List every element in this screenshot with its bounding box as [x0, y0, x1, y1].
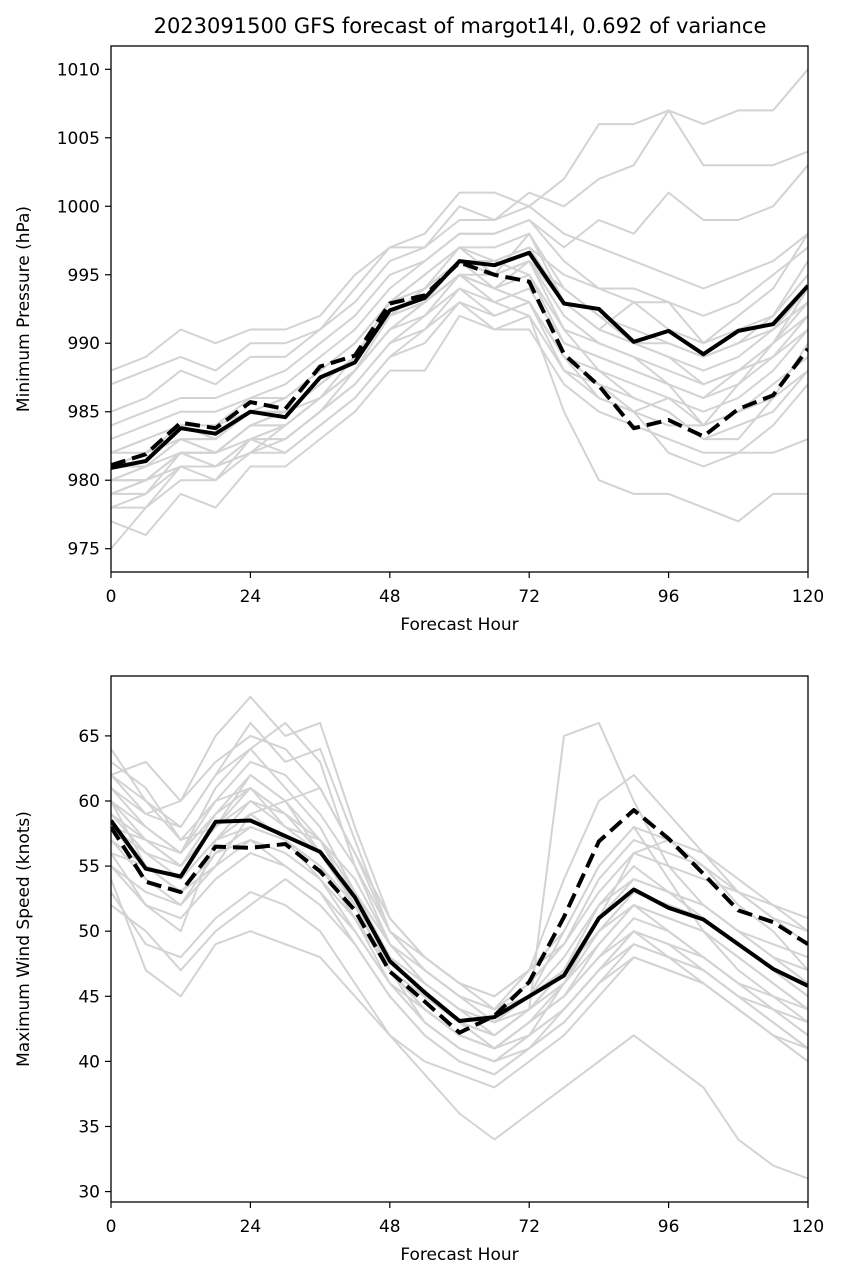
pressure-y-tick-label: 975	[68, 540, 100, 560]
wind-y-tick-label: 50	[78, 922, 100, 942]
pressure-dashed-line	[111, 260, 808, 468]
wind-x-tick-label: 72	[518, 1217, 540, 1237]
wind-axes-frame	[110, 675, 809, 1203]
pressure-x-tick-label: 96	[658, 587, 680, 607]
wind-ensemble-line-23	[111, 891, 808, 1180]
pressure-chart: 0 24 48 72 96 120 975 980 985 990 995 1000 1005 1010 F…	[14, 45, 824, 635]
pressure-x-axis-label: Forecast Hour	[400, 615, 518, 635]
wind-ensemble-line-6	[111, 878, 808, 1076]
wind-y-tick-label: 30	[78, 1183, 100, 1203]
wind-ensemble-line-20	[111, 734, 808, 998]
wind-ensemble-line-18	[111, 800, 808, 1011]
pressure-y-tick-label: 980	[68, 471, 100, 491]
pressure-ensemble-line-16	[111, 314, 808, 536]
chart-title: 2023091500 GFS forecast of margot14l, 0.…	[154, 14, 767, 38]
wind-ensemble-line-15	[111, 839, 808, 1063]
wind-ensemble-line-21	[111, 852, 808, 1076]
pressure-x-tick-label: 72	[518, 587, 540, 607]
wind-dashed-line	[111, 808, 808, 1035]
wind-y-tick-label: 35	[78, 1117, 100, 1137]
wind-x-tick-label: 24	[240, 1217, 262, 1237]
pressure-axes-frame	[110, 45, 809, 573]
wind-y-tick-label: 65	[78, 727, 100, 747]
pressure-ensemble-line-2	[111, 287, 808, 523]
pressure-y-axis-label: Minimum Pressure (hPa)	[14, 206, 34, 412]
wind-x-tick-label: 96	[658, 1217, 680, 1237]
pressure-ensemble-line-17	[111, 246, 808, 454]
wind-y-tick-label: 40	[78, 1052, 100, 1072]
pressure-ensemble-line-6	[111, 219, 808, 427]
pressure-x-tick-label: 48	[379, 587, 401, 607]
pressure-ensemble-line-15	[111, 301, 808, 509]
wind-solid-line	[111, 818, 808, 1023]
pressure-y-tick-label: 1000	[57, 197, 100, 217]
pressure-y-tick-label: 995	[68, 266, 100, 286]
pressure-ensemble-line-9	[111, 109, 808, 413]
wind-ensemble-line-4	[111, 800, 808, 1050]
wind-x-tick-label: 0	[106, 1217, 117, 1237]
pressure-ensemble-line-21	[111, 246, 808, 454]
pressure-y-tick-label: 985	[68, 403, 100, 423]
wind-y-tick-label: 45	[78, 987, 100, 1007]
wind-plot-area	[111, 695, 808, 1180]
wind-ensemble-line-14	[111, 760, 808, 1011]
wind-y-axis-label: Maximum Wind Speed (knots)	[14, 811, 34, 1067]
pressure-x-tick-label: 24	[240, 587, 262, 607]
pressure-x-tick-label: 0	[106, 587, 117, 607]
pressure-ensemble-line-14	[111, 287, 808, 482]
wind-x-axis-label: Forecast Hour	[400, 1245, 518, 1265]
pressure-plot-area	[111, 68, 808, 550]
pressure-ensemble-line-10	[111, 164, 808, 441]
pressure-x-tick-label: 120	[792, 587, 824, 607]
pressure-ensemble-line-3	[111, 260, 808, 495]
wind-ensemble-line-19	[111, 826, 808, 1050]
pressure-ensemble-line-1	[111, 260, 808, 550]
pressure-y-tick-label: 1010	[57, 60, 100, 80]
pressure-ensemble-line-7	[111, 205, 808, 386]
pressure-y-tick-label: 990	[68, 334, 100, 354]
wind-x-tick-label: 48	[379, 1217, 401, 1237]
wind-ensemble-line-1	[111, 721, 808, 1024]
wind-y-tick-label: 55	[78, 857, 100, 877]
wind-chart: 0 24 48 72 96 120 30 35 40 45 50 55 60 65 Forecast Hou…	[14, 675, 824, 1265]
pressure-ensemble-line-23	[111, 260, 808, 482]
pressure-ensemble-line-8	[111, 68, 808, 372]
wind-y-tick-label: 60	[78, 792, 100, 812]
pressure-y-tick-label: 1005	[57, 129, 100, 149]
wind-x-tick-label: 120	[792, 1217, 824, 1237]
pressure-solid-line	[111, 250, 808, 470]
